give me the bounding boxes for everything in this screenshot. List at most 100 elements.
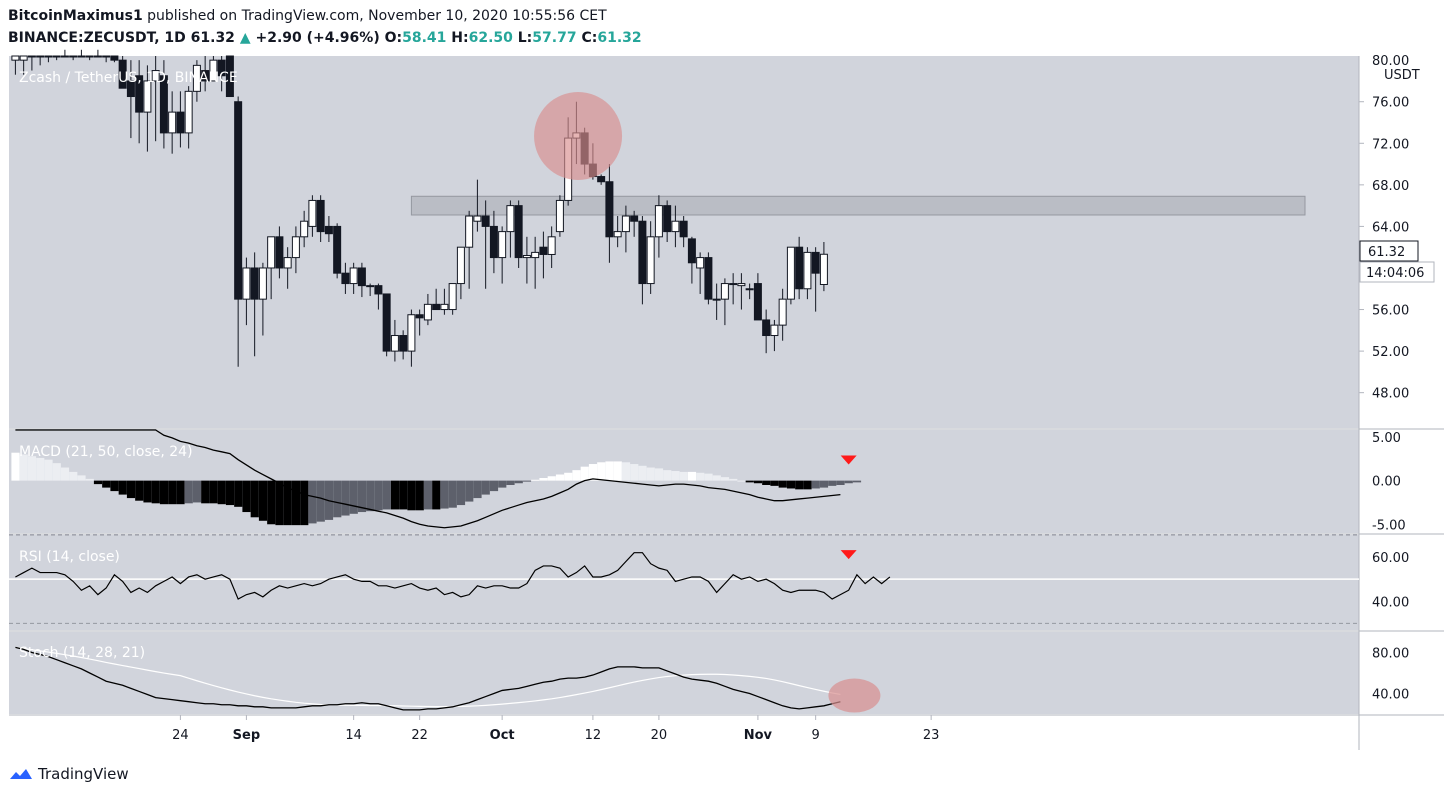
highlight-circle-top <box>534 92 623 181</box>
candle-body-down <box>275 236 284 269</box>
resistance-zone <box>410 195 1306 216</box>
macd-histogram-bar <box>572 470 581 481</box>
low-value: 57.77 <box>532 30 577 46</box>
countdown-tag <box>1359 261 1435 283</box>
candle-body-down <box>324 225 333 235</box>
candle-body-down <box>399 335 408 352</box>
candle-body-up <box>737 283 746 287</box>
candle-body-up <box>184 90 193 134</box>
candle <box>118 56 127 89</box>
candle-body-down <box>102 55 111 58</box>
candle-body-down <box>250 267 259 300</box>
macd-histogram-bar <box>605 461 614 481</box>
candle-body-down <box>110 55 119 61</box>
price-pane-title: Zcash / TetherUS, 1D, BINANCE <box>19 70 238 86</box>
macd-histogram-bar <box>374 480 383 511</box>
brand-name: TradingView <box>38 765 129 783</box>
price-tick-label: 56.00 <box>1372 304 1409 319</box>
candle <box>671 205 680 248</box>
candle-body-down <box>415 314 424 319</box>
rsi-pane[interactable] <box>9 535 1359 630</box>
stoch-tick-label: 80.00 <box>1372 647 1409 662</box>
price-tick-label: 52.00 <box>1372 345 1409 360</box>
candle <box>69 55 78 61</box>
candle <box>267 236 276 300</box>
macd-histogram-bar <box>465 480 474 502</box>
candle-body-down <box>663 205 672 233</box>
candle <box>176 91 185 148</box>
candle <box>786 246 795 305</box>
candle-body-up <box>267 236 276 269</box>
candle <box>242 257 251 326</box>
macd-histogram-bar <box>184 480 193 504</box>
stoch-pane-title: Stoch (14, 28, 21) <box>19 645 145 661</box>
change-value: +2.90 (+4.96%) <box>255 30 380 46</box>
candle-body-up <box>168 111 177 134</box>
macd-histogram-bar <box>621 462 631 481</box>
macd-histogram-bar <box>712 475 721 481</box>
ohlc-legend: BINANCE:ZECUSDT, 1D 61.32 ▲ +2.90 (+4.96… <box>8 30 642 46</box>
tradingview-brand[interactable]: TradingView <box>8 765 129 783</box>
publish-line: BitcoinMaximus1 published on TradingView… <box>8 8 607 24</box>
candle <box>217 56 226 92</box>
macd-histogram-bar <box>118 480 127 495</box>
macd-line <box>15 429 841 529</box>
candle <box>770 319 779 352</box>
candle <box>646 221 655 294</box>
rsi-line <box>15 552 891 600</box>
last-price: 61.32 <box>190 30 235 46</box>
candle <box>737 273 746 310</box>
macd-histogram-bar <box>811 480 820 489</box>
macd-tick-label: -5.00 <box>1372 518 1406 533</box>
low-label: L: <box>517 30 533 46</box>
candle <box>547 226 556 268</box>
candle-body-down <box>432 303 441 311</box>
candle <box>93 49 102 58</box>
stoch-pane[interactable] <box>9 632 1359 714</box>
macd-histogram-bar <box>423 480 433 510</box>
candle <box>316 195 325 242</box>
macd-histogram-bar <box>283 480 292 526</box>
candle-body-down <box>539 246 548 255</box>
author-name[interactable]: BitcoinMaximus1 <box>8 8 143 24</box>
candle <box>679 216 688 248</box>
candle-body-up <box>242 267 251 300</box>
candle-body-up <box>407 314 416 352</box>
macd-histogram-bar <box>580 466 589 481</box>
candle-body-up <box>291 236 300 259</box>
last-price-tag-text: 61.32 <box>1368 245 1405 260</box>
macd-histogram-bar <box>481 480 490 495</box>
candle <box>712 283 721 320</box>
macd-histogram-bar <box>366 480 375 512</box>
candle-body-up <box>646 236 655 285</box>
candle-body-down <box>382 293 391 352</box>
candle <box>44 55 53 63</box>
macd-histogram-bar <box>234 480 243 507</box>
candle-body-up <box>11 55 20 61</box>
macd-histogram-bar <box>795 480 804 490</box>
macd-histogram-bar <box>539 478 548 481</box>
candle-body-down <box>489 225 498 259</box>
macd-histogram-bar <box>93 480 103 485</box>
time-tick-label: 23 <box>923 728 940 743</box>
candle-body-up <box>19 55 28 61</box>
macd-histogram-bar <box>498 480 507 488</box>
macd-histogram-bar <box>415 480 424 511</box>
candle <box>605 164 614 263</box>
candle-body-down <box>762 319 771 337</box>
rsi-pane-title: RSI (14, close) <box>19 549 120 565</box>
macd-histogram-bar <box>654 468 664 481</box>
macd-histogram-bar <box>209 480 218 504</box>
macd-histogram-bar <box>819 480 829 488</box>
candle-body-up <box>300 220 309 238</box>
time-tick-label: 9 <box>812 728 820 743</box>
candle <box>110 55 119 63</box>
candle-body-up <box>390 335 399 352</box>
price-axis[interactable] <box>1359 56 1444 715</box>
macd-histogram-bar <box>432 480 441 510</box>
candle-body-down <box>176 111 185 134</box>
macd-histogram-bar <box>696 472 705 481</box>
macd-histogram-bar <box>143 480 152 503</box>
macd-histogram-bar <box>291 480 301 526</box>
